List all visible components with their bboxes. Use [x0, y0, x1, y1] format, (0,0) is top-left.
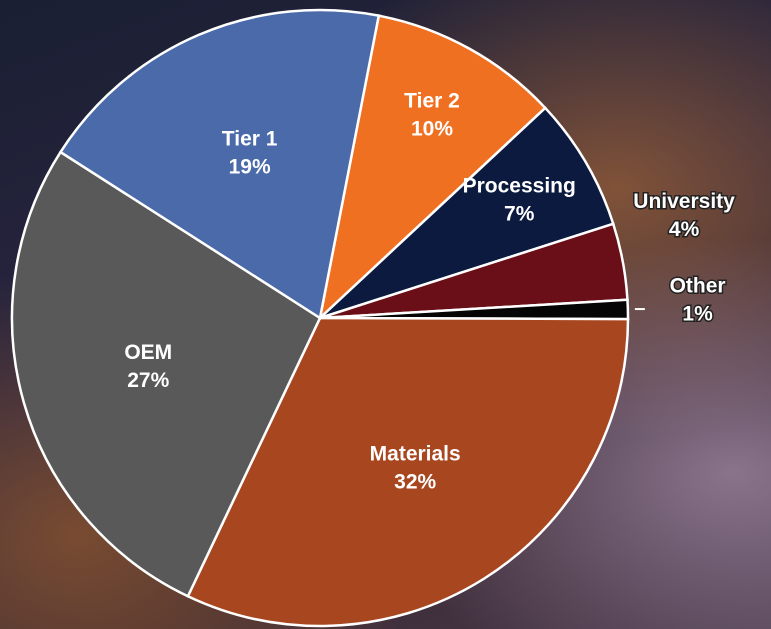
- slice-label: Tier 1: [222, 127, 278, 150]
- chart-background: Tier 2 10% Processing 7% University 4% Other 1%…: [0, 0, 771, 629]
- slice-label: Materials: [370, 443, 461, 466]
- slice-label: University: [633, 190, 735, 213]
- slice-label: Other: [670, 274, 726, 297]
- slice-value: 19%: [229, 155, 271, 178]
- chart: Tier 2 10% Processing 7% University 4% Other 1%…: [0, 0, 771, 629]
- slice-value: 10%: [411, 118, 453, 141]
- slice-value: 4%: [669, 218, 700, 241]
- slice-value: 32%: [394, 471, 436, 494]
- slice-label: Tier 2: [404, 90, 460, 113]
- slice-value: 1%: [682, 302, 713, 325]
- slice-label: OEM: [124, 341, 172, 364]
- slice-value: 7%: [504, 203, 535, 226]
- slice-label: Processing: [463, 175, 576, 198]
- slice-value: 27%: [127, 369, 169, 392]
